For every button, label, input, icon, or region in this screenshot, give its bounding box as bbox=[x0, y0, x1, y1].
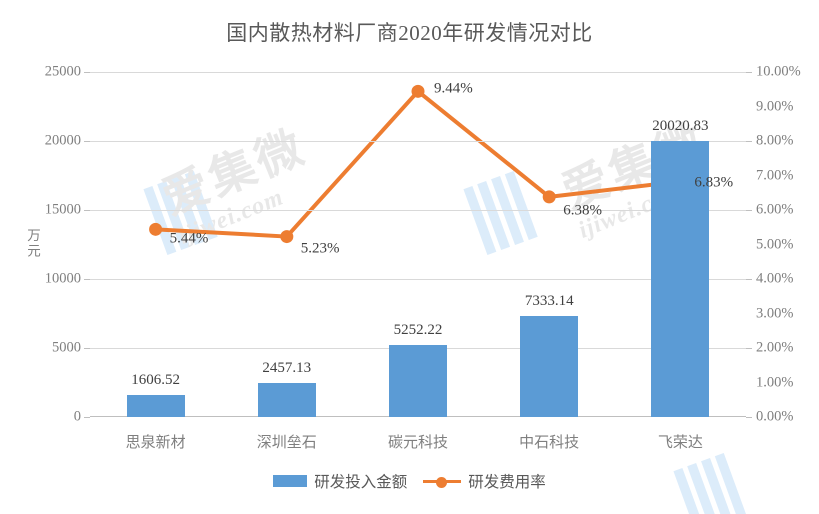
y-axis-tick-right bbox=[746, 72, 752, 73]
y-axis-tick-right bbox=[746, 141, 752, 142]
gridline bbox=[90, 210, 746, 211]
x-axis-category-label: 思泉新材 bbox=[125, 435, 186, 451]
bar-value-label: 20020.83 bbox=[652, 117, 709, 134]
y-axis-tick-left bbox=[84, 72, 90, 73]
y-axis-tick-left bbox=[84, 210, 90, 211]
plot-area: 0 5000 10000 15000 20000 25000 0.00% 1.00% 2.00%… bbox=[45, 64, 801, 452]
y-axis-label-right: 7.00% bbox=[756, 167, 794, 183]
y-axis-tick-right bbox=[746, 210, 752, 211]
x-axis-category-label: 碳元科技 bbox=[387, 435, 449, 451]
y-axis-label-left: 15000 bbox=[44, 201, 81, 218]
line-marker[interactable] bbox=[280, 230, 294, 244]
legend-line-swatch-icon bbox=[423, 475, 462, 488]
gridline bbox=[90, 72, 746, 73]
x-axis-category-label: 飞荣达 bbox=[657, 435, 703, 451]
y-axis-label-left: 5000 bbox=[52, 339, 81, 356]
y-axis-label-right: 4.00% bbox=[756, 270, 794, 287]
legend-item-bar[interactable]: 研发投入金额 bbox=[273, 470, 407, 492]
chart-title: 国内散热材料厂商2020年研发情况对比 bbox=[226, 21, 593, 45]
gridline bbox=[90, 279, 746, 280]
bar[interactable] bbox=[651, 140, 710, 417]
y-axis-label-left: 0 bbox=[73, 408, 81, 425]
line-marker[interactable] bbox=[542, 190, 556, 204]
y-axis-label-right: 0.00% bbox=[756, 408, 794, 425]
legend-bar-swatch-icon bbox=[273, 475, 308, 487]
line-value-label: 9.44% bbox=[434, 80, 473, 97]
bar[interactable] bbox=[126, 394, 185, 417]
y-axis-label-right: 2.00% bbox=[756, 339, 794, 356]
y-axis-label-right: 3.00% bbox=[756, 305, 794, 321]
line-value-label: 6.83% bbox=[694, 174, 734, 191]
y-axis-tick-left bbox=[84, 348, 90, 349]
line-marker[interactable] bbox=[411, 84, 425, 98]
y-axis-label-right: 1.00% bbox=[756, 374, 794, 390]
y-axis-label-left: 25000 bbox=[44, 63, 81, 80]
y-axis-label-left: 20000 bbox=[44, 132, 81, 149]
bar-value-label: 2457.13 bbox=[262, 360, 312, 377]
y-axis-tick-right bbox=[746, 279, 752, 280]
line-value-label: 5.23% bbox=[300, 240, 340, 257]
bar[interactable] bbox=[257, 383, 316, 417]
y-axis-label-right: 6.00% bbox=[756, 201, 794, 218]
y-axis-label-right: 10.00% bbox=[756, 63, 801, 80]
y-axis-tick-left bbox=[84, 417, 90, 418]
legend-line-label: 研发费用率 bbox=[468, 474, 546, 491]
legend-item-line[interactable]: 研发费用率 bbox=[423, 470, 546, 492]
legend-bar-label: 研发投入金额 bbox=[314, 474, 408, 491]
y-axis-label-right: 5.00% bbox=[756, 236, 794, 252]
y-axis-label-right: 8.00% bbox=[756, 132, 794, 149]
y-axis-tick-left bbox=[84, 141, 90, 142]
line-marker[interactable] bbox=[149, 222, 163, 236]
bar[interactable] bbox=[389, 344, 447, 417]
chart-legend: 研发投入金额 研发费用率 bbox=[0, 470, 819, 492]
bar-value-label: 1606.52 bbox=[131, 371, 180, 388]
line-value-label: 5.44% bbox=[169, 230, 209, 247]
y-axis-label-left: 10000 bbox=[44, 270, 81, 287]
bar-value-label: 5252.22 bbox=[393, 321, 443, 338]
bar[interactable] bbox=[520, 315, 579, 417]
y-axis-tick-right bbox=[746, 417, 752, 418]
bar-value-label: 7333.14 bbox=[524, 292, 574, 309]
y-axis-title-left: 万元 bbox=[25, 228, 40, 259]
x-axis-category-label: 中石科技 bbox=[519, 435, 580, 451]
line-value-label: 6.38% bbox=[563, 202, 602, 219]
y-axis-tick-left bbox=[84, 279, 90, 280]
y-axis-tick-right bbox=[746, 348, 752, 349]
gridline bbox=[90, 141, 746, 142]
x-axis-category-label: 深圳垒石 bbox=[256, 435, 317, 451]
y-axis-label-right: 9.00% bbox=[756, 98, 794, 114]
